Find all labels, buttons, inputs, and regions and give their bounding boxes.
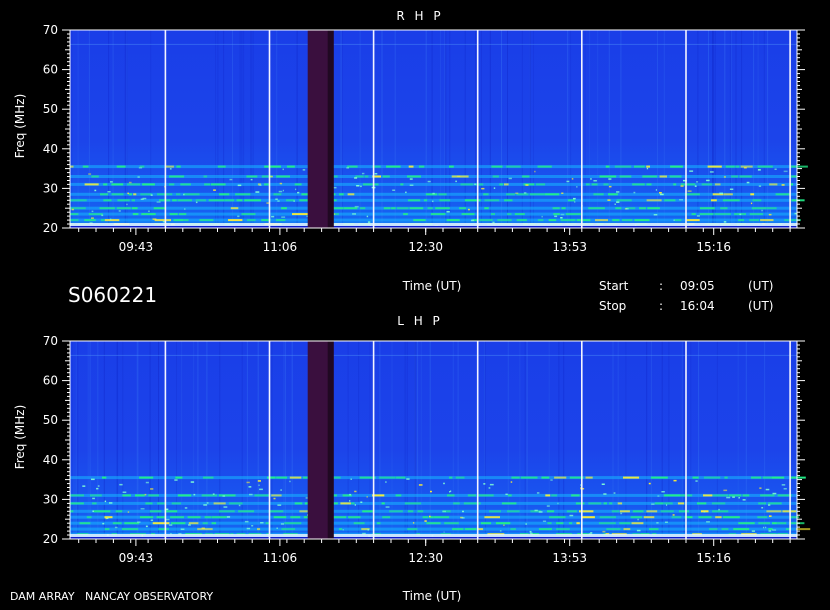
observatory-footer: DAM ARRAY NANCAY OBSERVATORY (10, 590, 213, 603)
lhp-panel: 20 30 40 50 60 70 09:43 11:06 12:30 13:53 15:16 (43, 334, 811, 565)
y-tick-label: 40 (43, 142, 58, 156)
rhp-title: R H P (396, 9, 443, 23)
x-tick-label: 15:16 (696, 551, 731, 565)
y-tick-label: 20 (43, 221, 58, 235)
start-label: Start (599, 279, 629, 293)
stop-time: 16:04 (680, 299, 715, 313)
x-tick-label: 11:06 (263, 240, 298, 254)
start-time: 09:05 (680, 279, 715, 293)
y-tick-label: 50 (43, 413, 58, 427)
y-tick-label: 60 (43, 63, 58, 77)
spectrogram-background (70, 341, 797, 539)
rhp-x-axis-label: Time (UT) (402, 279, 462, 293)
lhp-y-axis-label: Freq (MHz) (13, 405, 27, 470)
stop-sep: : (659, 299, 663, 313)
y-tick-label: 70 (43, 23, 58, 37)
data-gap-edge (327, 341, 334, 539)
x-tick-label: 09:43 (119, 240, 154, 254)
faint-line (70, 354, 797, 356)
y-tick-label: 20 (43, 532, 58, 546)
station-id: S060221 (68, 283, 157, 307)
rhp-panel: 20 30 40 50 60 70 09:43 11:06 12:30 13:53 15:16 (43, 23, 808, 254)
baseline-band (70, 534, 797, 537)
emission-texture (70, 341, 811, 539)
x-tick-label: 09:43 (119, 551, 154, 565)
y-tick-label: 60 (43, 374, 58, 388)
rhp-y-axis-label: Freq (MHz) (13, 94, 27, 159)
baseline-band (70, 223, 797, 226)
lhp-x-axis-label: Time (UT) (402, 589, 462, 603)
x-tick-label: 13:53 (552, 551, 587, 565)
lhp-title: L H P (397, 314, 443, 328)
faint-line (70, 43, 797, 45)
stop-label: Stop (599, 299, 626, 313)
baseline-edge (70, 226, 797, 228)
y-tick-label: 40 (43, 453, 58, 467)
y-tick-label: 30 (43, 181, 58, 195)
data-gap-edge (327, 30, 334, 228)
x-tick-label: 12:30 (408, 551, 443, 565)
y-tick-label: 70 (43, 334, 58, 348)
x-tick-label: 15:16 (696, 240, 731, 254)
y-tick-label: 50 (43, 102, 58, 116)
x-tick-label: 13:53 (552, 240, 587, 254)
stop-unit: (UT) (748, 299, 773, 313)
start-unit: (UT) (748, 279, 773, 293)
spectrogram-background (70, 30, 797, 228)
emission-texture (70, 30, 808, 228)
start-sep: : (659, 279, 663, 293)
baseline-edge (70, 537, 797, 539)
x-tick-label: 11:06 (263, 551, 298, 565)
y-tick-label: 30 (43, 492, 58, 506)
x-tick-label: 12:30 (408, 240, 443, 254)
